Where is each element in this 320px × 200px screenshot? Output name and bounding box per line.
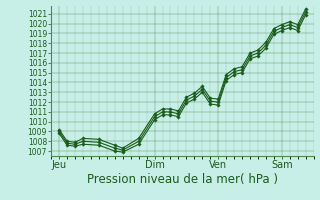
X-axis label: Pression niveau de la mer( hPa ): Pression niveau de la mer( hPa )	[87, 173, 278, 186]
